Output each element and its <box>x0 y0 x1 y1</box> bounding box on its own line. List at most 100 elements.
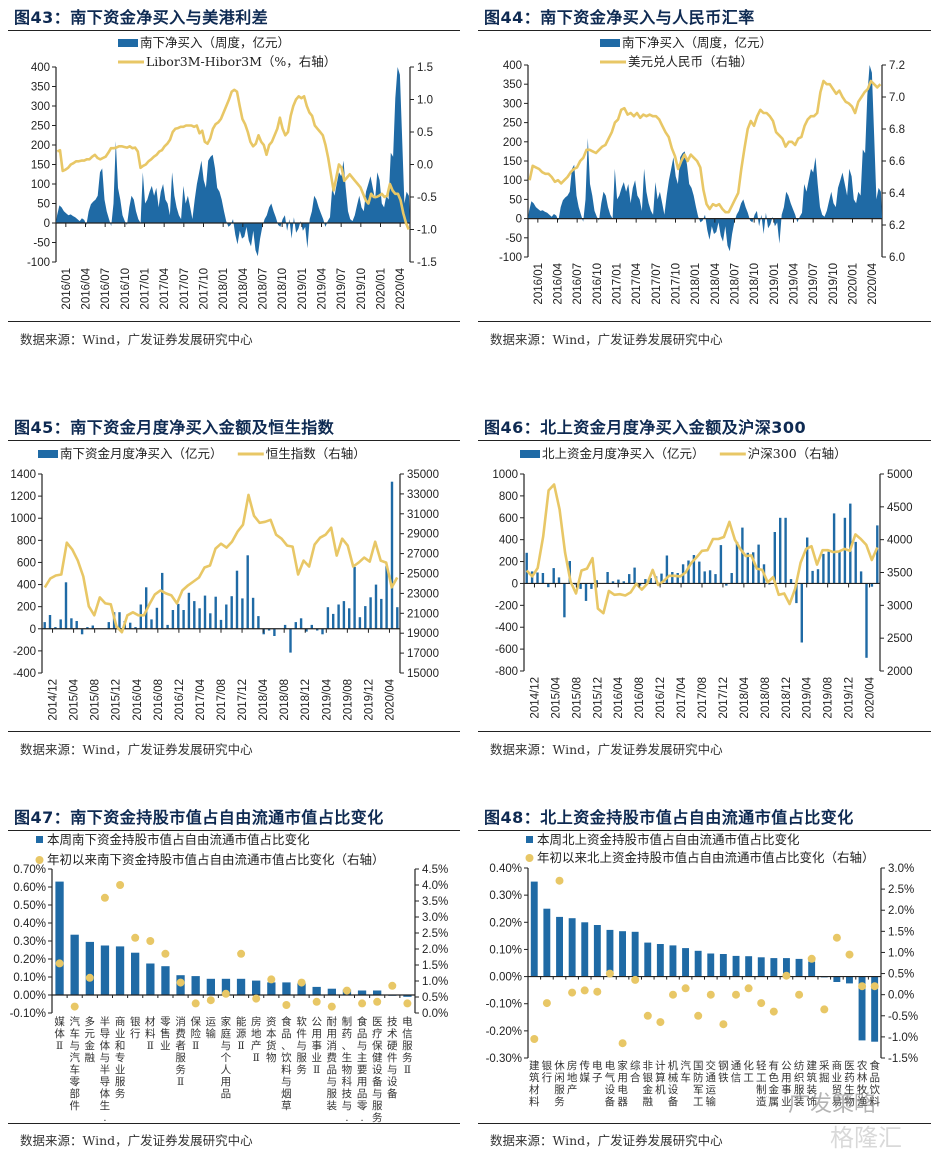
x-tick-label: 2017/04 <box>631 262 643 304</box>
x-tick-label: 2017/10 <box>671 263 683 305</box>
net-buy-bar <box>316 628 319 631</box>
ytd-change-dot <box>555 876 564 885</box>
weekly-change-bar <box>221 978 231 995</box>
net-buy-bar <box>262 628 265 635</box>
x-tick-label: 2020/01 <box>848 263 860 305</box>
x-tick-label: 2016/04 <box>553 262 565 304</box>
net-buy-bar <box>730 573 733 584</box>
net-buy-bar <box>273 628 276 636</box>
net-buy-bar <box>644 579 647 584</box>
y-right-tick-label: 1.0 <box>417 95 433 107</box>
x-category-label: 资本货物 <box>266 1016 277 1064</box>
x-category-label: 消费者服务 Ⅱ <box>175 1015 186 1088</box>
weekly-change-bar <box>656 944 664 977</box>
net-buy-bar <box>638 583 642 586</box>
ytd-change-dot <box>694 1011 703 1020</box>
x-category-label: 钢铁 <box>718 1059 729 1084</box>
weekly-change-bar <box>403 995 412 997</box>
net-buy-bar <box>198 608 201 629</box>
y-left-tick-label: 350 <box>503 79 522 91</box>
source-note: 数据来源：Wind，广发证券发展研究中心 <box>490 1133 723 1148</box>
y-right-tick-label: 29000 <box>407 529 439 541</box>
net-buy-bar <box>714 574 717 584</box>
ytd-change-dot <box>358 999 367 1008</box>
net-buy-bar <box>854 541 857 584</box>
net-buy-bar <box>671 572 674 584</box>
y-left-tick-label: -400 <box>13 668 36 680</box>
x-category-label: 保险 Ⅱ <box>190 1015 201 1052</box>
x-tick-label: 2015/08 <box>90 679 102 721</box>
net-buy-bar <box>70 618 73 629</box>
x-category-label: 交通运输 <box>706 1059 717 1108</box>
net-buy-bar <box>193 601 196 629</box>
y-left-tick-label: 150 <box>503 156 522 168</box>
y-left-tick-label: 1400 <box>10 469 36 481</box>
net-buy-bar <box>865 583 868 658</box>
y-left-tick-label: 200 <box>31 140 50 152</box>
y-left-tick-label: -100 <box>27 257 50 269</box>
y-left-tick-label: -0.10% <box>10 1008 46 1020</box>
y-left-tick-label: 0.30% <box>489 890 522 902</box>
y-left-tick-label: 800 <box>499 491 518 503</box>
net-buy-bar <box>326 607 330 629</box>
ytd-change-dot <box>542 999 551 1008</box>
net-buy-bar <box>832 513 836 584</box>
title-rule <box>478 440 931 441</box>
x-tick-label: 2015/12 <box>111 679 123 721</box>
net-buy-bar <box>628 574 631 584</box>
net-buy-bar <box>849 503 852 584</box>
panel-fig48: 图48：北上资金持股市值占自由流通市值占比变化 0.40% 0.30% 0.20% 0… <box>478 800 931 1152</box>
x-tick-label: 2017/01 <box>612 263 624 305</box>
y-right-tick-label: 4500 <box>887 502 913 514</box>
net-buy-bar <box>118 612 121 629</box>
x-category-label: 零售业 <box>160 1016 171 1052</box>
net-buy-bar <box>752 552 755 584</box>
figure-title: 图47：南下资金持股市值占自由流通市值占比变化 <box>14 808 384 827</box>
weekly-change-bar <box>795 958 803 977</box>
legend-swatch-bar <box>36 836 43 843</box>
watermark-wechat-text: 广发策略 <box>788 1092 877 1117</box>
x-tick-label: 2016/01 <box>61 268 73 310</box>
weekly-change-bar <box>732 955 740 977</box>
x-tick-label: 2018/07 <box>258 268 270 310</box>
net-buy-bar <box>584 583 588 601</box>
x-tick-label: 2017/04 <box>195 678 207 720</box>
net-buy-bar <box>369 597 372 629</box>
ytd-change-dot <box>580 986 589 995</box>
y-right-tick-label: 0.5% <box>888 969 914 981</box>
weekly-change-bar <box>783 958 790 977</box>
x-category-label: 商业和专业服务 <box>115 1015 126 1100</box>
panel-fig45: 图45：南下资金月度净买入金额及恒生指数 1400 1200 1000 800 600 4… <box>8 410 460 760</box>
x-tick-label: 2020/04 <box>867 262 879 304</box>
x-tick-label: 2019/08 <box>823 677 835 719</box>
legend-label: 沪深300（右轴） <box>748 446 847 461</box>
y-right-tick-label: -0.5% <box>888 1011 918 1023</box>
y-left-tick-label: 0.70% <box>13 864 46 876</box>
x-tick-label: 2018/04 <box>739 676 751 718</box>
ytd-change-dot <box>373 997 382 1006</box>
net-buy-bar <box>358 617 362 629</box>
y-right-tick-label: 2500 <box>887 633 913 645</box>
figure-title: 图48：北上资金持股市值占自由流通市值占比变化 <box>484 808 854 827</box>
y-left-tick-label: -600 <box>495 644 518 656</box>
source-note: 数据来源：Wind，广发证券发展研究中心 <box>20 1133 253 1148</box>
y-right-tick-label: 1.5% <box>422 960 448 972</box>
x-category-label: 食品饮料 <box>869 1059 880 1108</box>
y-left-tick-label: 350 <box>31 82 50 94</box>
y-left-tick-label: 200 <box>17 602 36 614</box>
net-buy-bar <box>660 573 663 584</box>
chart-fig47: 0.70% 0.60% 0.50% 0.40% 0.30% 0.20% 0.10% 0.00%… <box>10 832 449 1123</box>
ytd-change-dot <box>706 990 715 999</box>
title-rule <box>8 30 460 31</box>
legend-swatch-bar <box>520 450 540 458</box>
x-tick-label: 2020/04 <box>384 678 396 720</box>
net-buy-bar <box>155 607 159 629</box>
y-right-tick-label: 27000 <box>407 549 439 561</box>
chart-fig48: 0.40% 0.30% 0.20% 0.10% 0.00% -0.10% -0.20% -0.… <box>486 832 918 1108</box>
y-right-tick-label: 15000 <box>407 668 439 680</box>
net-buy-bar <box>822 553 825 584</box>
x-category-label: 食品与主要用品零.. <box>357 1015 368 1123</box>
ytd-change-dot <box>568 988 577 997</box>
panel-fig47: 图47：南下资金持股市值占自由流通市值占比变化 0.70% 0.60% 0.50% 0… <box>8 800 460 1152</box>
weekly-change-bar <box>252 980 261 995</box>
